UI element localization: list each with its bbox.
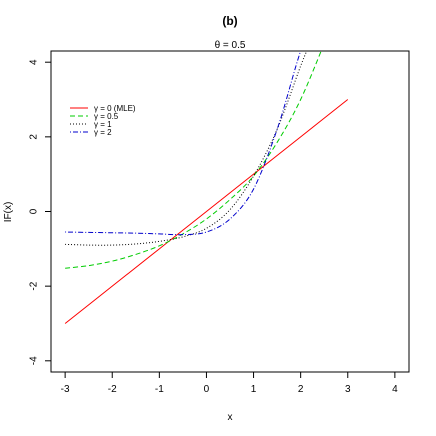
x-tick-label: -3 — [61, 384, 70, 395]
legend: γ = 0 (MLE)γ = 0.5γ = 1γ = 2 — [70, 104, 136, 137]
series-layer — [64, 51, 349, 324]
series-line-0 — [64, 99, 349, 324]
x-tick-label: 0 — [204, 384, 210, 395]
x-tick-label: 2 — [298, 384, 304, 395]
x-axis-label: x — [228, 412, 233, 423]
legend-label: γ = 0.5 — [94, 112, 119, 121]
series-line-1 — [65, 51, 322, 269]
plot-frame — [50, 50, 410, 373]
series-line-2 — [65, 51, 308, 246]
legend-label: γ = 0 (MLE) — [94, 104, 136, 113]
y-tick-label: 4 — [29, 59, 40, 65]
series-line-3 — [65, 51, 302, 236]
y-tick-label: -4 — [29, 356, 40, 365]
chart-title: (b) — [222, 14, 237, 28]
legend-label: γ = 2 — [94, 128, 112, 137]
y-tick-label: -2 — [29, 281, 40, 290]
legend-label: γ = 1 — [94, 120, 112, 129]
y-axis: -4 -2 0 2 4 — [29, 59, 52, 365]
x-tick-label: -2 — [108, 384, 117, 395]
chart-subtitle: θ = 0.5 — [215, 40, 246, 51]
y-tick-label: 2 — [29, 134, 40, 140]
x-tick-label: 1 — [251, 384, 257, 395]
x-tick-label: 3 — [345, 384, 351, 395]
y-axis-label: IF(x) — [3, 202, 14, 223]
x-tick-label: 4 — [392, 384, 398, 395]
x-axis: -3 -2 -1 0 1 2 3 4 — [61, 371, 398, 395]
y-tick-label: 0 — [29, 208, 40, 214]
x-tick-label: -1 — [155, 384, 164, 395]
